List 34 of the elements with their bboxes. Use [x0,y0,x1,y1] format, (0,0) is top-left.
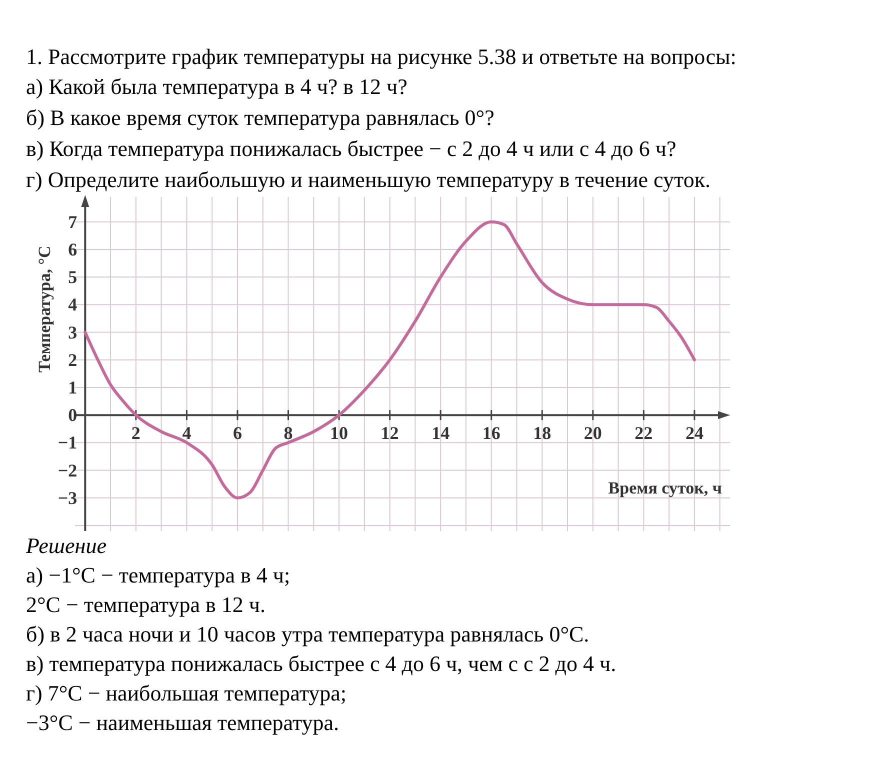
text: 2°C − температура в 12 ч. [26,592,266,617]
x-tick-label: 16 [482,423,500,444]
text: −3°C − наименьшая температура. [26,710,340,735]
x-tick-label: 18 [533,423,552,444]
text: а) −1°C − температура в 4 ч; [26,562,290,588]
x-tick-label: 10 [330,423,348,444]
y-tick-label: −1 [58,432,78,453]
text: в) температура понижалась быстрее с 4 до 6 ч, чем с с 2 до 4 ч. [26,651,616,676]
y-tick-label: 3 [68,322,78,342]
text: Решение [25,533,107,558]
y-tick-label: −2 [58,460,78,480]
x-tick-label: 2 [131,423,140,444]
x-tick-label: 22 [634,423,653,444]
y-axis-title: Температура, °C [35,246,54,373]
x-tick-label: 6 [232,423,242,444]
y-tick-label: 4 [68,294,78,315]
y-tick-label: 7 [68,212,78,232]
text: б) в 2 часа ночи и 10 часов утра температура равнялась 0°C. [26,622,590,646]
chart-title: 1. Рассмотрите график температуры на рисунке 5.38 и ответьте на вопросы: [26,44,736,69]
y-tick-label: −3 [58,488,78,508]
x-tick-label: 4 [182,423,192,444]
y-tick-label: 1 [68,377,78,398]
x-tick-label: 8 [284,423,293,444]
chart-subtitle: а) Какой была температура в 4 ч? в 12 ч? б) В какое время суток температура равнялась 0°? в) Когда температура понижалась быстрее − с 2 до 4 ч или с 4 до 6 ч? г) Определите наибольшую и наименьшую температуру в течение суток. [26,74,711,192]
y-tick-label: 6 [68,239,78,260]
y-tick-label: 5 [68,267,78,288]
x-tick-label: 12 [380,423,399,444]
y-tick-label: 0 [68,405,78,426]
x-tick-label: 20 [584,423,602,444]
x-tick-label: 24 [685,423,704,444]
text: г) 7°C − наибольшая температура; [26,680,347,706]
x-tick-label: 14 [432,423,450,444]
x-axis-title: Время суток, ч [608,478,722,498]
y-tick-label: 2 [68,350,78,370]
